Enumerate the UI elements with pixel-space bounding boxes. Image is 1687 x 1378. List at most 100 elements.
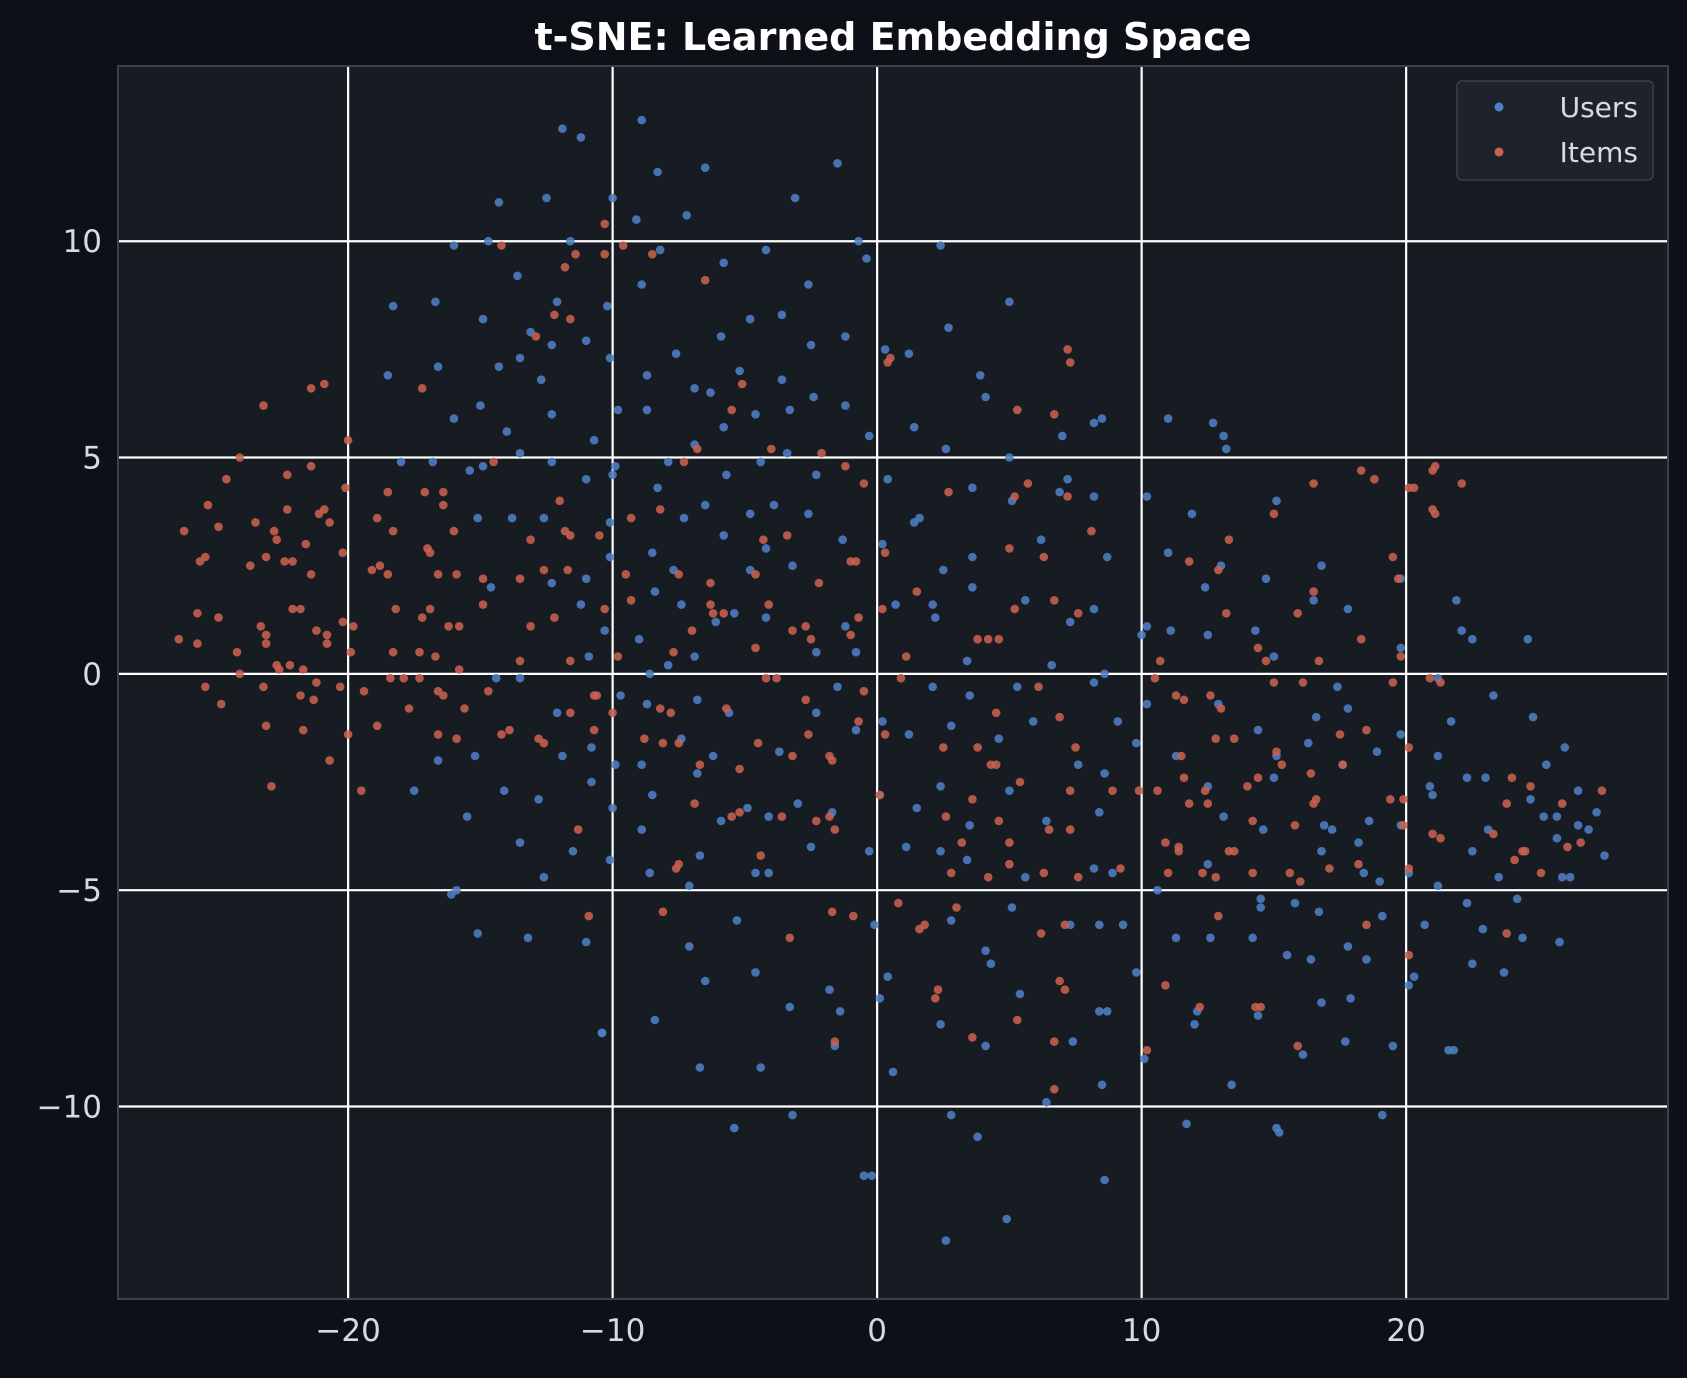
data-point-items [1005, 544, 1014, 553]
data-point-users [936, 782, 945, 791]
data-point-users [396, 457, 406, 467]
legend[interactable]: Users Items [1456, 80, 1654, 181]
data-point-items [1404, 743, 1414, 752]
data-point-users [473, 929, 483, 938]
axis-ticks: −20 −10 0 10 20 −10 −5 0 5 10 [37, 224, 1426, 1349]
data-point-users [804, 280, 813, 289]
data-point-items [1200, 786, 1210, 795]
data-point-users [690, 652, 699, 661]
data-point-users [793, 799, 803, 808]
data-point-users [515, 448, 525, 458]
data-point-users [875, 994, 885, 1003]
data-point-items [1277, 760, 1287, 769]
data-point-items [343, 435, 353, 445]
data-point-users [716, 816, 726, 826]
data-point-users [1468, 634, 1477, 644]
data-point-users [1573, 821, 1583, 830]
data-point-items [1290, 821, 1300, 830]
data-point-items [550, 613, 559, 622]
data-point-users [608, 193, 617, 203]
y-tick-label: 0 [82, 657, 102, 693]
data-point-users [1089, 604, 1099, 614]
data-point-items [341, 483, 350, 493]
data-point-items [1253, 643, 1263, 653]
data-point-items [1399, 795, 1408, 804]
data-point-users [1298, 1050, 1308, 1059]
data-point-items [267, 782, 276, 791]
data-point-items [1222, 609, 1231, 618]
data-point-items [618, 241, 628, 250]
data-point-users [1341, 1037, 1350, 1046]
data-point-users [1208, 418, 1218, 428]
data-point-users [841, 401, 850, 410]
data-point-users [825, 985, 834, 994]
data-point-users [1446, 717, 1456, 726]
data-point-users [1489, 691, 1498, 700]
data-point-items [322, 639, 332, 648]
data-point-items [306, 461, 316, 471]
data-point-items [1065, 786, 1075, 795]
data-point-items [727, 812, 736, 821]
data-point-items [1306, 769, 1316, 778]
data-point-users [788, 1110, 797, 1120]
data-point-users [1015, 989, 1025, 999]
data-point-items [560, 262, 570, 272]
data-point-items [1023, 479, 1033, 488]
data-point-users [1073, 760, 1083, 769]
data-point-items [1261, 656, 1271, 666]
data-point-items [756, 851, 765, 860]
data-point-items [261, 630, 271, 640]
y-tick-label: −5 [56, 873, 102, 909]
data-point-users [790, 193, 800, 203]
data-point-users [1468, 959, 1477, 968]
data-point-users [1089, 492, 1099, 501]
data-point-users [745, 314, 755, 324]
data-point-users [944, 323, 953, 333]
data-point-users [891, 600, 900, 609]
data-point-users [547, 578, 557, 588]
data-point-items [550, 310, 559, 320]
data-point-users [539, 513, 549, 523]
data-point-items [1298, 678, 1308, 687]
data-point-items [246, 561, 255, 570]
data-point-items [983, 634, 993, 644]
data-point-items [751, 570, 760, 579]
data-point-users [1097, 414, 1107, 423]
data-point-items [655, 704, 665, 713]
data-point-items [600, 604, 609, 614]
data-point-items [764, 600, 773, 609]
data-point-users [700, 976, 710, 986]
data-point-items [232, 647, 242, 657]
data-point-users [663, 660, 673, 670]
data-point-items [901, 652, 911, 661]
data-point-items [674, 738, 684, 748]
data-point-users [1089, 418, 1099, 428]
x-tick-label: 0 [867, 1313, 887, 1349]
data-point-users [1319, 821, 1329, 830]
data-point-items [296, 691, 305, 700]
data-point-items [1293, 1041, 1302, 1051]
data-point-users [1132, 968, 1141, 977]
data-point-items [259, 401, 268, 410]
data-point-users [1311, 712, 1321, 722]
data-point-users [1007, 903, 1017, 912]
data-point-items [1248, 816, 1257, 826]
data-point-items [454, 622, 464, 631]
data-point-users [600, 626, 609, 635]
data-point-users [812, 708, 821, 718]
data-point-items [433, 730, 443, 739]
data-point-users [994, 734, 1004, 743]
data-point-users [645, 868, 654, 878]
data-point-items [761, 673, 771, 683]
data-point-users [1206, 933, 1215, 943]
data-point-items [817, 448, 826, 458]
data-point-users [1219, 812, 1228, 821]
data-point-items [983, 872, 993, 882]
data-point-items [849, 911, 858, 921]
data-point-users [730, 1123, 739, 1133]
data-point-users [1274, 1128, 1284, 1137]
data-point-users [756, 1063, 765, 1072]
data-point-items [946, 868, 956, 878]
data-point-items [772, 673, 781, 683]
data-point-users [611, 461, 620, 471]
